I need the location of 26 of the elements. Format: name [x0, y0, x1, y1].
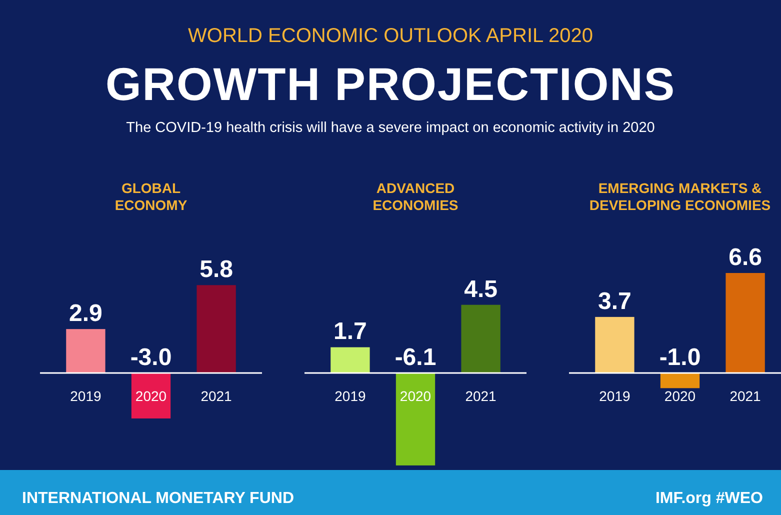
- text: WORLD ECONOMIC OUTLOOK APRIL 2020: [188, 25, 593, 47]
- chart-title: EMERGING MARKETS & DEVELOPING ECONOMIES: [589, 180, 771, 213]
- x-tick-label: 2020: [400, 388, 432, 404]
- data-label: -6.1: [394, 344, 436, 371]
- x-tick-label: 2019: [599, 388, 630, 404]
- text: INTERNATIONAL MONETARY FUND: [22, 490, 294, 507]
- data-label: 3.7: [598, 288, 632, 315]
- text: The COVID-19 health crisis will have a severe impact on economic activity in 2020: [126, 120, 655, 136]
- data-label: -1.0: [659, 344, 701, 371]
- data-label: -3.0: [130, 344, 172, 371]
- text: GROWTH PROJECTIONS: [105, 58, 676, 110]
- x-tick-label: 2021: [465, 388, 497, 404]
- data-label: 2.9: [69, 300, 102, 328]
- x-tick-label: 2020: [135, 388, 167, 404]
- data-label: 5.8: [200, 256, 233, 284]
- x-tick-label: 2021: [730, 388, 762, 404]
- data-label: 4.5: [464, 276, 498, 303]
- x-tick-label: 2020: [664, 388, 696, 404]
- x-tick-label: 2019: [334, 388, 366, 404]
- data-label: 6.6: [728, 244, 762, 271]
- chart-title: ADVANCED ECONOMIES: [372, 180, 458, 213]
- chart-title: GLOBAL ECONOMY: [114, 180, 188, 213]
- x-tick-label: 2021: [200, 388, 232, 404]
- text: IMF.org #WEO: [655, 490, 763, 507]
- x-tick-label: 2019: [70, 388, 102, 404]
- data-label: 1.7: [334, 318, 367, 346]
